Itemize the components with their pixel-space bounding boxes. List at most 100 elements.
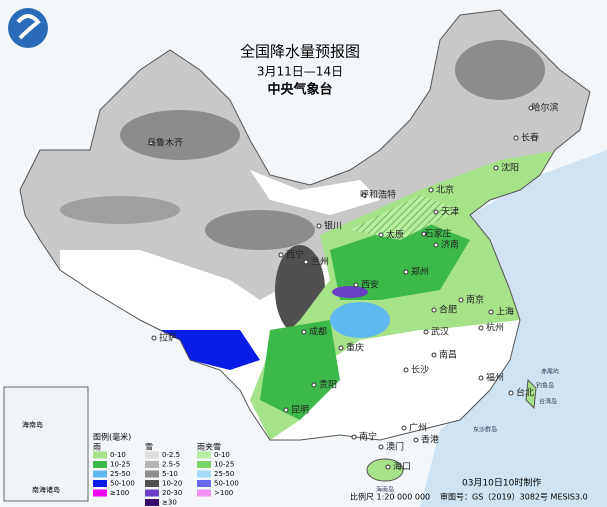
city-dot [378,232,384,238]
city-dot [361,192,367,198]
footer-scale: 比例尺 1:20 000 000 [350,492,430,502]
legend-swatch [197,489,211,497]
city-label: 哈尔滨 [531,102,558,114]
city-label: 呼和浩特 [360,189,396,201]
legend-label: 20-30 [162,489,182,497]
city-dot [403,367,409,373]
city-dot [338,345,344,351]
legend-label: 2.5-5 [162,461,180,469]
legend-swatch [93,470,107,478]
legend-swatch [197,451,211,459]
logo-mark [16,14,41,40]
city-label: 成都 [309,326,327,338]
legend-label: ≥100 [110,489,129,497]
city-dot [478,375,484,381]
island-label: 东沙群岛 [473,426,497,434]
city-dot [278,252,284,258]
city-label: 重庆 [346,342,364,354]
legend-label: 10-25 [214,461,234,469]
city-label: 太原 [386,229,404,241]
city-label: 乌鲁木齐 [147,137,183,149]
legend-swatch [197,480,211,487]
legend-swatch [197,461,211,468]
city-dot [428,187,434,193]
legend-label: ≥30 [162,499,177,507]
city-dot [385,464,391,470]
city-dot [151,335,157,341]
legend-swatch [93,480,107,487]
city-label: 长春 [521,132,539,144]
city-label: 长沙 [411,364,429,376]
city-label: 西安 [361,279,379,291]
date: 3月11日—14日 [257,65,343,79]
island-label: 海南岛 [376,486,394,494]
city-dot [316,223,322,229]
legend-swatch [145,461,159,468]
agency: 中央气象台 [267,82,332,98]
city-dot [403,269,409,275]
legend-group-title: 雪 [145,443,153,452]
city-label: 杭州 [486,322,504,334]
legend-title: 图例(毫米) [93,432,131,442]
city-label: 合肥 [439,304,457,316]
legend-group-title: 雨夹雪 [197,442,221,452]
city-dot [478,325,484,331]
city-label: 石家庄 [424,228,451,240]
legend-label: 0-10 [110,451,126,459]
sea [420,150,607,507]
city-dot [513,135,519,141]
legend-swatch [93,461,107,468]
city-label: 南昌 [439,349,457,361]
city-dot [283,407,289,413]
city-label: 海口 [393,461,411,473]
city-label: 沈阳 [501,162,519,174]
legend-label: 25-50 [214,470,234,478]
city-label: 天津 [441,207,459,218]
city-label: 广州 [409,422,427,434]
city-label: 武汉 [431,326,449,338]
title: 全国降水量预报图 [240,43,360,61]
city-label: 澳门 [386,441,404,453]
island-label: 钓鱼岛 [536,382,554,390]
legend-swatch [145,489,159,497]
city-label: 北京 [436,184,454,196]
legend-label: 10-20 [162,480,182,488]
legend-swatch [197,470,211,478]
hainan [366,458,404,482]
footer-made: 03月10日10时制作 [462,477,541,489]
city-dot [458,297,464,303]
city-dot [528,105,534,111]
inset-label: 海南岛 [22,420,43,429]
city-dot [508,390,514,396]
city-label: 福州 [486,372,504,384]
city-dot [431,307,437,313]
legend-label: >100 [214,489,233,497]
legend-swatch [93,489,107,497]
island-label: 赤尾屿 [541,368,559,376]
city-label: 南宁 [359,431,377,443]
legend-swatch [145,499,159,506]
city-dot [401,425,407,431]
legend-label: 50-100 [214,480,239,488]
city-dot [351,434,357,440]
city-label: 昆明 [291,405,309,416]
inset-box [3,386,89,502]
city-label: 拉萨 [159,332,177,344]
legend-label: 50-100 [110,480,135,488]
city-label: 贵阳 [319,379,337,391]
city-dot [311,382,317,388]
city-label: 南京 [466,294,484,306]
city-label: 兰州 [311,256,329,268]
footer-review: 审图号：GS（2019）3082号 MESIS3.0 [440,492,588,502]
city-dot [303,259,309,265]
legend-label: 0-2.5 [162,451,180,459]
legend-group-title: 雨 [93,443,101,452]
city-dot [301,329,307,335]
city-label: 西宁 [286,249,304,261]
city-dot [353,282,359,288]
city-dot [433,209,439,215]
city-label: 上海 [496,306,514,318]
legend-label: 25-50 [110,470,130,478]
island-label: 台湾岛 [539,398,557,406]
